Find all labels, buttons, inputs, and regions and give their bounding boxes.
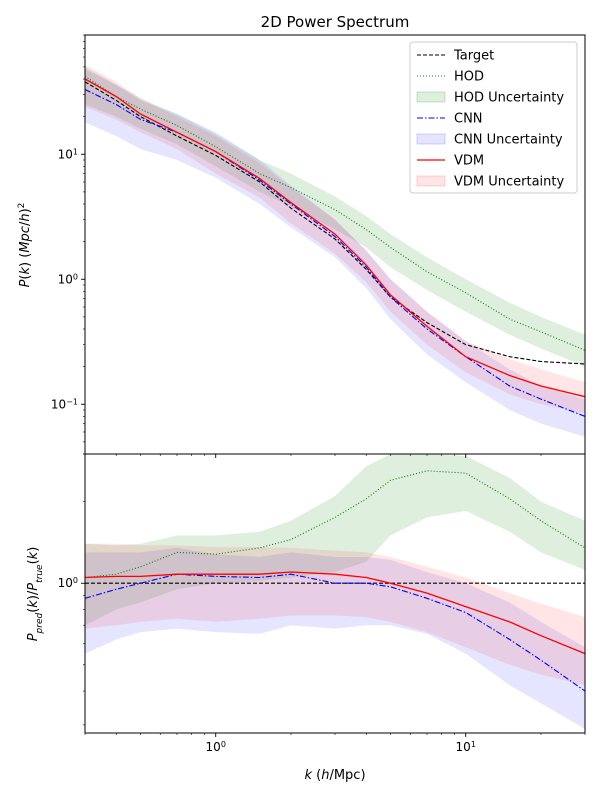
legend-swatch-vdm-band <box>416 175 446 187</box>
top-y-axis-label: P(k) (Mpc/h)2 <box>17 203 33 288</box>
bottom-line-vdm <box>85 571 585 655</box>
bottom-band-vdm <box>85 543 585 686</box>
legend-label: HOD Uncertainty <box>454 91 564 106</box>
legend-box <box>409 41 578 194</box>
top-line-vdm <box>85 78 585 398</box>
bottom-band-hod <box>85 454 585 626</box>
top-line-target <box>85 81 585 365</box>
bottom-y-axis-label: Ppred(k)/Ptrue(k) <box>26 547 45 642</box>
legend-entries: Target HOD HOD Uncertainty CNN CNN Uncertain… <box>416 49 565 190</box>
bottom-band-cnn <box>85 547 585 729</box>
x-tick-label: 100 <box>206 740 226 755</box>
x-tick-label: 101 <box>456 740 476 755</box>
bottom-y-tick-label: 100 <box>58 576 78 591</box>
top-ticks: 10−1 100 101 <box>51 34 586 458</box>
bottom-ticks: 100 101 100 <box>58 453 586 755</box>
legend-label: HOD <box>454 70 484 85</box>
top-band-cnn <box>85 69 585 437</box>
bottom-bands <box>85 454 585 729</box>
legend: Target HOD HOD Uncertainty CNN CNN Uncertain… <box>409 41 578 194</box>
top-y-tick-label: 10−1 <box>51 397 78 412</box>
bottom-line-hod <box>85 470 585 579</box>
legend-label: VDM <box>454 154 484 169</box>
chart-title: 2D Power Spectrum <box>261 13 410 31</box>
bottom-axes-frame <box>84 453 586 734</box>
bottom-line-cnn <box>85 573 585 692</box>
top-line-cnn <box>85 89 585 417</box>
x-axis-label: k (h/Mpc) <box>304 768 365 783</box>
legend-swatch-hod-band <box>416 91 446 103</box>
bottom-lines <box>85 470 585 692</box>
legend-label: CNN <box>454 112 483 127</box>
bottom-panel: 100 101 100 Ppred(k)/Ptrue(k) <box>26 453 586 755</box>
legend-swatch-cnn-band <box>416 133 446 145</box>
top-lines <box>85 75 585 417</box>
legend-label: CNN Uncertainty <box>454 133 563 148</box>
top-band-hod <box>85 66 585 367</box>
legend-label: Target <box>453 49 494 64</box>
legend-label: VDM Uncertainty <box>454 175 565 190</box>
top-y-tick-label: 101 <box>58 147 78 162</box>
top-panel: 10−1 100 101 P(k) (Mpc/h)2 <box>17 34 586 458</box>
x-axis-label-data: k (h/Mpc) <box>333 794 338 796</box>
top-y-tick-label: 100 <box>58 272 78 287</box>
